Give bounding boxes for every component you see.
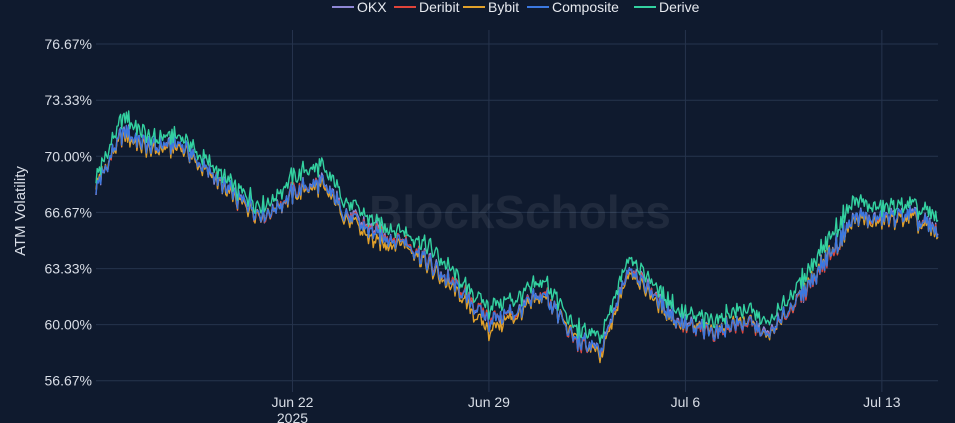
x-tick-label: Jul 6 [671,394,701,410]
x-tick-label: Jun 22 [271,394,313,410]
legend-item-bybit[interactable]: Bybit [463,0,519,15]
legend-label: Composite [552,0,619,15]
watermark: BlockScholes [369,186,671,238]
y-tick-label: 73.33% [45,92,92,108]
legend-label: OKX [357,0,387,15]
y-tick-label: 63.33% [45,261,92,277]
legend[interactable]: OKX Deribit Bybit Composite Derive [332,0,700,15]
grid [96,30,938,392]
series-line-derive [95,110,939,344]
y-tick-label: 76.67% [45,36,92,52]
y-tick-label: 66.67% [45,204,92,220]
x-tick-year-label: 2025 [277,410,308,423]
legend-item-derive[interactable]: Derive [634,0,700,15]
legend-item-deribit[interactable]: Deribit [394,0,460,15]
x-tick-label: Jul 13 [863,394,901,410]
series-layer [95,110,939,364]
legend-item-composite[interactable]: Composite [527,0,619,15]
series-line-composite [95,124,939,358]
legend-item-okx[interactable]: OKX [332,0,387,15]
x-tick-label: Jun 29 [468,394,510,410]
legend-label: Bybit [488,0,519,15]
y-tick-label: 60.00% [45,317,92,333]
legend-label: Deribit [419,0,460,15]
series-line-deribit [95,126,939,359]
y-axis-label: ATM Volatility [12,166,29,256]
series-line-okx [95,124,939,359]
y-tick-label: 56.67% [45,373,92,389]
legend-label: Derive [659,0,700,15]
axes: 56.67% 60.00% 63.33% 66.67% 70.00% 73.33% 76.6… [45,36,901,423]
series-line-bybit [95,127,939,364]
y-tick-label: 70.00% [45,148,92,164]
